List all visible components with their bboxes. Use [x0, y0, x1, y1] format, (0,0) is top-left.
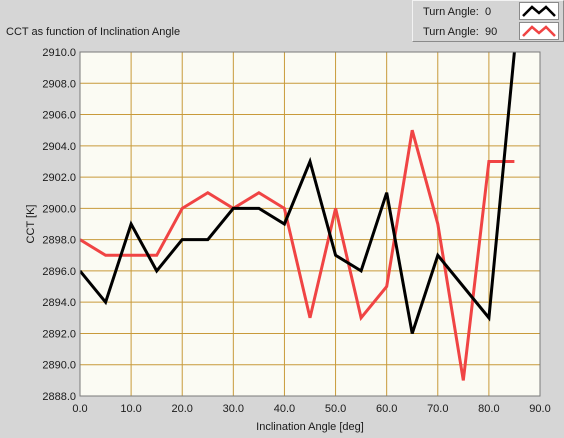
x-tick-label: 70.0 — [427, 403, 448, 415]
legend-item-0[interactable]: Turn Angle: 0 — [423, 2, 515, 22]
legend-label: Turn Angle: — [423, 6, 479, 18]
legend-label: Turn Angle: — [423, 26, 479, 38]
tick-labels: 0.0 10.0 20.0 30.0 40.0 50.0 60.0 70.0 80.0 90.0 2… — [42, 47, 550, 415]
y-tick-label: 2900.0 — [42, 203, 76, 215]
y-tick-label: 2896.0 — [42, 266, 76, 278]
y-tick-label: 2894.0 — [42, 297, 76, 309]
y-tick-label: 2908.0 — [42, 78, 76, 90]
x-tick-label: 0.0 — [72, 403, 87, 415]
line-swatch-icon — [522, 25, 556, 37]
plot-border — [79, 51, 541, 397]
x-tick-label: 80.0 — [478, 403, 499, 415]
y-tick-label: 2902.0 — [42, 172, 76, 184]
y-tick-label: 2904.0 — [42, 141, 76, 153]
plot-area — [80, 52, 540, 396]
x-tick-label: 60.0 — [376, 403, 397, 415]
series-line-turn-angle-0 — [80, 52, 516, 334]
x-tick-label: 50.0 — [325, 403, 346, 415]
legend-swatch-black[interactable] — [519, 2, 559, 20]
y-tick-label: 2890.0 — [42, 360, 76, 372]
legend-value: 90 — [485, 26, 498, 38]
legend-value: 0 — [485, 6, 492, 18]
line-swatch-icon — [522, 5, 556, 17]
y-tick-label: 2888.0 — [42, 391, 76, 403]
x-tick-label: 30.0 — [223, 403, 244, 415]
series-layer — [80, 52, 516, 381]
chart-title: CCT as function of Inclination Angle — [6, 26, 181, 38]
legend-swatch-red[interactable] — [519, 22, 559, 40]
y-axis-label: CCT [K] — [25, 205, 37, 244]
legend-item-1[interactable]: Turn Angle: 90 — [423, 22, 515, 42]
y-tick-label: 2910.0 — [42, 47, 76, 59]
y-tick-label: 2892.0 — [42, 328, 76, 340]
x-tick-label: 20.0 — [172, 403, 193, 415]
x-tick-label: 40.0 — [274, 403, 295, 415]
series-line-turn-angle-90 — [80, 129, 515, 381]
y-tick-label: 2898.0 — [42, 235, 76, 247]
x-tick-label: 90.0 — [529, 403, 550, 415]
x-tick-label: 10.0 — [120, 403, 141, 415]
y-tick-label: 2906.0 — [42, 110, 76, 122]
x-axis-label: Inclination Angle [deg] — [256, 421, 364, 433]
